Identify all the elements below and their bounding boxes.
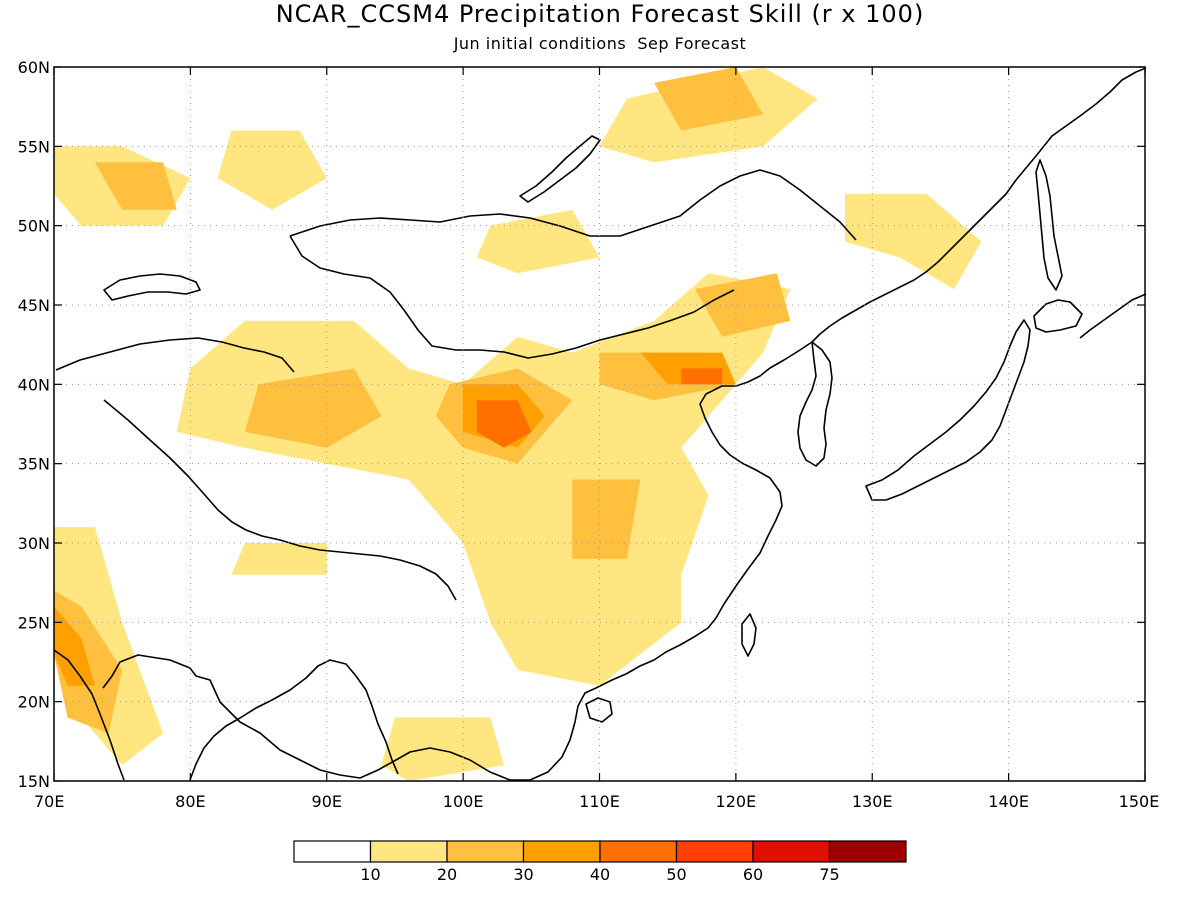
legend-swatch <box>522 840 601 863</box>
y-tick-label: 55N <box>18 137 50 156</box>
chart-title: NCAR_CCSM4 Precipitation Forecast Skill … <box>275 0 925 28</box>
skill-region-1 <box>176 273 791 686</box>
legend-label: 50 <box>666 865 686 884</box>
skill-region-15 <box>654 67 764 131</box>
y-tick-label: 20N <box>18 693 50 712</box>
taiwan-coastline <box>741 613 757 657</box>
skill-region-8 <box>231 543 327 575</box>
legend-label: 30 <box>513 865 533 884</box>
legend-label: 60 <box>743 865 763 884</box>
legend-swatch <box>752 840 831 863</box>
legend-swatch <box>293 840 372 863</box>
korea-coastline <box>797 341 833 467</box>
legend-swatch <box>369 840 448 863</box>
legend-swatch <box>599 840 678 863</box>
color-legend: 10 20 30 40 50 60 75 <box>293 840 907 884</box>
latitude-axis: 60N 55N 50N 45N 40N 35N 30N 25N 20N 15N <box>18 58 1145 791</box>
skill-region-22 <box>681 368 723 385</box>
japan-hokkaido-coastline <box>1033 299 1083 333</box>
x-tick-label: 80E <box>175 792 205 811</box>
x-tick-label: 110E <box>579 792 620 811</box>
longitude-axis: 70E 80E 90E 100E 110E 120E 130E 140E 150E <box>34 67 1159 811</box>
skill-shading-layer <box>54 67 982 781</box>
x-tick-label: 120E <box>716 792 757 811</box>
chart-subtitle: Jun initial conditions Sep Forecast <box>453 34 747 53</box>
skill-region-21 <box>476 400 532 448</box>
mainland-asia-coastline <box>102 67 1147 781</box>
legend-label: 20 <box>437 865 457 884</box>
skill-region-10 <box>244 368 382 448</box>
y-tick-label: 30N <box>18 534 50 553</box>
hainan-coastline <box>585 697 613 723</box>
caspian-aral-region <box>103 273 201 301</box>
skill-region-9 <box>381 717 504 781</box>
japan-honshu-coastline <box>865 319 1031 501</box>
x-tick-label: 150E <box>1119 792 1160 811</box>
legend-swatch <box>675 840 754 863</box>
x-tick-label: 70E <box>34 792 64 811</box>
legend-swatch <box>446 840 525 863</box>
political-boundary-mongolia <box>289 169 857 359</box>
y-tick-label: 40N <box>18 375 50 394</box>
skill-region-16 <box>94 162 177 210</box>
okhotsk-kamchatka-coastline <box>1079 293 1147 339</box>
y-tick-label: 35N <box>18 455 50 474</box>
legend-swatch <box>828 840 907 863</box>
skill-region-17 <box>695 273 791 337</box>
skill-region-6 <box>845 193 982 290</box>
coastline-layer <box>53 67 1147 781</box>
x-tick-label: 90E <box>312 792 342 811</box>
y-tick-label: 50N <box>18 217 50 236</box>
skill-region-13 <box>572 479 641 559</box>
y-tick-label: 60N <box>18 58 50 77</box>
y-tick-label: 15N <box>18 772 50 791</box>
legend-label: 10 <box>360 865 380 884</box>
y-tick-label: 25N <box>18 613 50 632</box>
sakhalin-coastline <box>1035 159 1063 291</box>
x-tick-label: 130E <box>852 792 893 811</box>
skill-region-4 <box>476 209 600 274</box>
y-tick-label: 45N <box>18 296 50 315</box>
indian-subcontinent-coastline <box>53 649 399 781</box>
legend-label: 40 <box>590 865 610 884</box>
legend-label: 75 <box>819 865 839 884</box>
x-tick-label: 140E <box>988 792 1029 811</box>
skill-region-20 <box>54 606 95 686</box>
x-tick-label: 100E <box>443 792 484 811</box>
political-boundary-china-west <box>55 337 457 601</box>
graticule <box>54 67 1145 781</box>
skill-region-3 <box>217 130 327 210</box>
